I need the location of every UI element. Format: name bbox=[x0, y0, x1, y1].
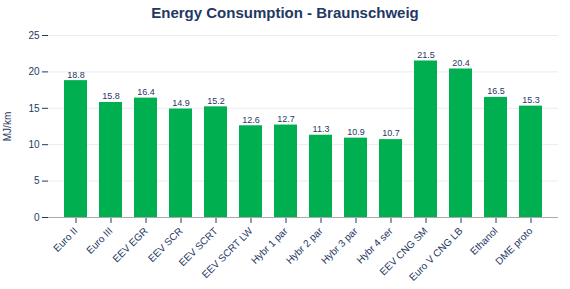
svg-text:EEV SCRT LW: EEV SCRT LW bbox=[200, 225, 255, 280]
svg-text:20: 20 bbox=[28, 66, 40, 77]
svg-text:21.5: 21.5 bbox=[417, 50, 435, 60]
svg-text:0: 0 bbox=[34, 212, 40, 223]
svg-text:MJ/km: MJ/km bbox=[2, 112, 13, 141]
svg-text:18.8: 18.8 bbox=[67, 70, 85, 80]
svg-text:25: 25 bbox=[28, 30, 40, 41]
svg-text:Hybr 1 par: Hybr 1 par bbox=[249, 225, 290, 266]
svg-text:DME proto: DME proto bbox=[493, 225, 535, 267]
svg-text:10.9: 10.9 bbox=[347, 127, 365, 137]
svg-text:EEV SCRT: EEV SCRT bbox=[176, 225, 220, 269]
svg-text:10: 10 bbox=[28, 139, 40, 150]
svg-text:Euro II: Euro II bbox=[51, 225, 80, 254]
svg-text:12.7: 12.7 bbox=[277, 114, 295, 124]
svg-text:Hybr 3 par: Hybr 3 par bbox=[319, 225, 360, 266]
svg-text:15: 15 bbox=[28, 103, 40, 114]
svg-text:Euro III: Euro III bbox=[84, 225, 115, 256]
svg-text:16.5: 16.5 bbox=[487, 86, 505, 96]
svg-text:Hybr 4 ser: Hybr 4 ser bbox=[354, 225, 395, 266]
svg-text:12.6: 12.6 bbox=[242, 115, 260, 125]
svg-text:EEV SCR: EEV SCR bbox=[145, 225, 185, 265]
svg-text:EEV EGR: EEV EGR bbox=[110, 225, 149, 264]
svg-text:11.3: 11.3 bbox=[313, 124, 330, 134]
html-text:Energy Consumption - Braunschw: Energy Consumption - Braunschweig bbox=[151, 4, 419, 21]
svg-text:EEV CNG SM: EEV CNG SM bbox=[377, 225, 430, 278]
svg-text:Hybr 2 par: Hybr 2 par bbox=[284, 225, 325, 266]
svg-text:Ethanol: Ethanol bbox=[468, 225, 500, 257]
svg-text:15.8: 15.8 bbox=[102, 91, 120, 101]
svg-text:Euro V CNG LB: Euro V CNG LB bbox=[407, 225, 465, 283]
svg-text:16.4: 16.4 bbox=[137, 87, 155, 97]
svg-text:10.7: 10.7 bbox=[382, 128, 400, 138]
svg-text:14.9: 14.9 bbox=[172, 98, 190, 108]
svg-text:15.3: 15.3 bbox=[522, 95, 540, 105]
svg-text:20.4: 20.4 bbox=[452, 58, 470, 68]
svg-text:5: 5 bbox=[34, 175, 40, 186]
svg-text:15.2: 15.2 bbox=[207, 96, 225, 106]
